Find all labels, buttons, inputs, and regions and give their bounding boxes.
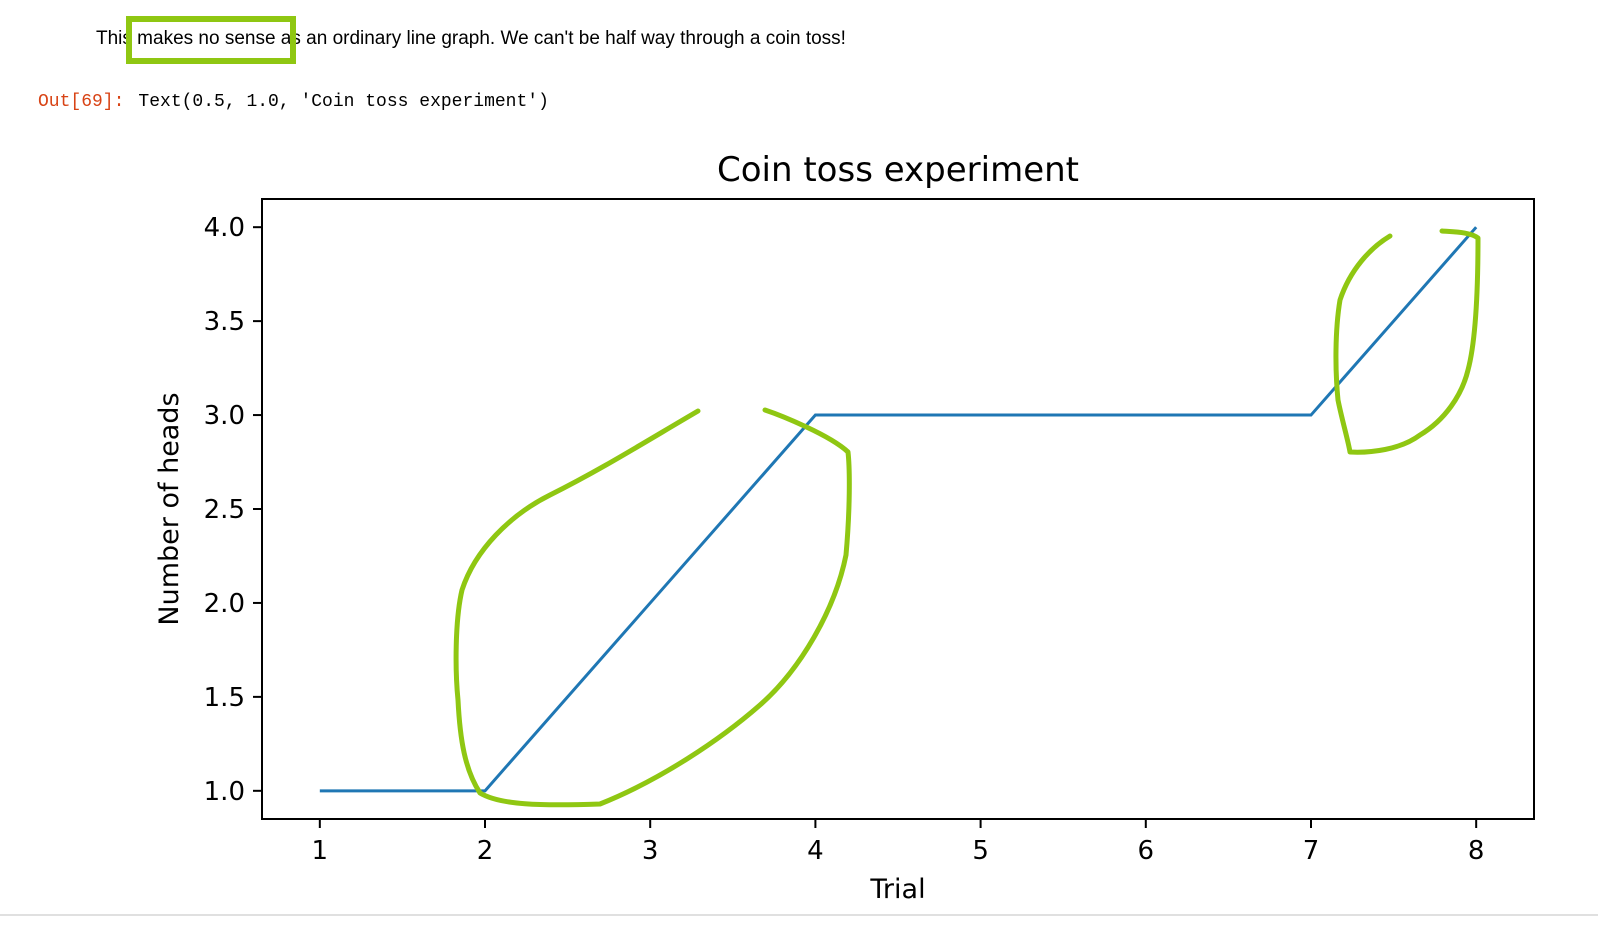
hand-drawn-loop	[1333, 228, 1481, 455]
series-group	[319, 226, 1478, 793]
y-tick-label: 1.5	[204, 683, 245, 713]
x-tick-label: 2	[477, 836, 494, 866]
x-tick-label: 5	[972, 836, 989, 866]
markdown-note: This makes no sense as an ordinary line …	[96, 28, 846, 49]
hand-drawn-annotations	[453, 228, 1481, 808]
x-axis-label: Trial	[869, 874, 925, 905]
y-tick-label: 2.5	[204, 495, 245, 525]
y-tick-label: 2.0	[204, 589, 245, 619]
y-tick-label: 3.0	[204, 401, 245, 431]
axes: 1 2 3 4 5 6 7 8 1.0 1.5 2.0 2.5 3.0 3.5 4.0	[204, 198, 1535, 866]
x-tick-label: 3	[642, 836, 659, 866]
cell-divider	[0, 914, 1598, 916]
x-tick-label: 1	[312, 836, 329, 866]
hand-drawn-loop	[453, 407, 852, 808]
out-text: Text(0.5, 1.0, 'Coin toss experiment')	[138, 92, 549, 112]
x-tick-label: 4	[807, 836, 824, 866]
series-line	[319, 226, 1478, 793]
chart-container: Coin toss experiment Trial Number of hea…	[0, 130, 1598, 920]
x-tick-label: 6	[1138, 836, 1155, 866]
y-tick-label: 3.5	[204, 307, 245, 337]
line-chart: Coin toss experiment Trial Number of hea…	[154, 150, 1535, 905]
x-tick-label: 7	[1303, 836, 1320, 866]
y-tick-label: 1.0	[204, 777, 245, 807]
annotation-highlight-box	[126, 16, 296, 64]
y-tick-label: 4.0	[204, 213, 245, 243]
out-prompt: Out[69]:	[38, 92, 125, 112]
x-tick-label: 8	[1468, 836, 1485, 866]
chart-title: Coin toss experiment	[717, 150, 1079, 190]
y-axis-label: Number of heads	[154, 392, 185, 625]
output-row: Out[69]: Text(0.5, 1.0, 'Coin toss experi…	[38, 92, 549, 112]
